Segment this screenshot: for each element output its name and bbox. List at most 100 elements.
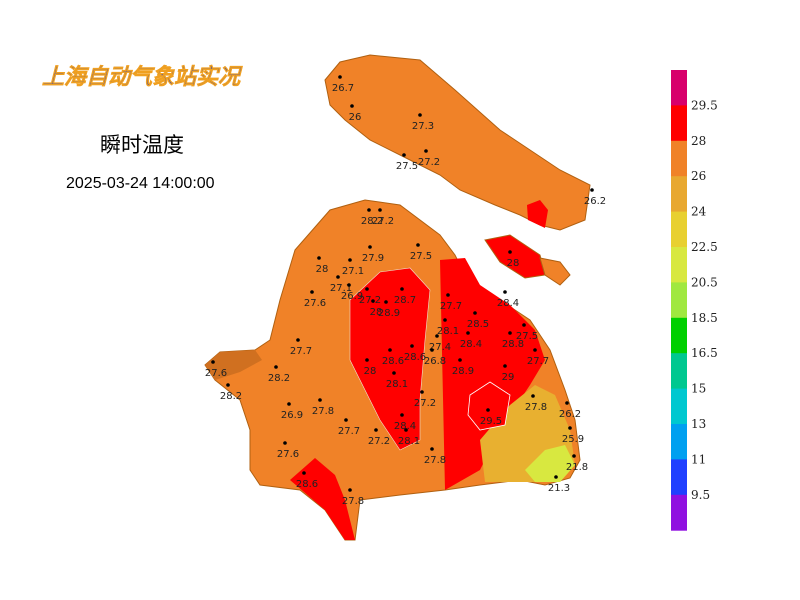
timestamp: 2025-03-24 14:00:00: [66, 175, 215, 192]
station-dot: [418, 113, 422, 117]
station-dot: [424, 149, 428, 153]
station-dot: [374, 428, 378, 432]
station-dot: [565, 401, 569, 405]
station-value: 28: [370, 307, 383, 318]
station-value: 28.4: [460, 339, 482, 350]
station-dot: [420, 390, 424, 394]
station-value: 29: [502, 372, 515, 383]
legend-swatch: [671, 176, 687, 213]
station-value: 28.2: [220, 391, 242, 402]
subtitle: 瞬时温度: [100, 133, 184, 157]
station-value: 28.2: [268, 373, 290, 384]
station-value: 28.6: [382, 356, 404, 367]
legend-label: 15: [691, 382, 706, 396]
station-value: 27.8: [312, 406, 334, 417]
station-dot: [430, 447, 434, 451]
station-value: 28: [507, 258, 520, 269]
station-value: 28.6: [296, 479, 318, 490]
legend-swatch: [671, 70, 687, 106]
station-value: 25.9: [562, 434, 584, 445]
station-value: 27.9: [362, 253, 384, 264]
station-value: 28.7: [394, 295, 416, 306]
station-value: 27.5: [410, 251, 432, 262]
station-dot: [402, 153, 406, 157]
station-value: 28.4: [394, 421, 416, 432]
station-dot: [554, 475, 558, 479]
station-dot: [572, 454, 576, 458]
station-dot: [416, 243, 420, 247]
legend-label: 29.5: [691, 98, 718, 112]
station-value: 27.6: [277, 449, 299, 460]
station-dot: [287, 402, 291, 406]
station-value: 28.2: [361, 216, 383, 227]
hot-zone: [440, 258, 545, 490]
station-dot: [365, 287, 369, 291]
station-dot: [590, 188, 594, 192]
station-dot: [473, 311, 477, 315]
station-dot: [435, 334, 439, 338]
legend-label: 13: [691, 417, 706, 431]
hot-zone: [527, 200, 548, 228]
station-value: 27.2: [359, 295, 381, 306]
station-dot: [371, 299, 375, 303]
station-value: 27.6: [205, 368, 227, 379]
station-value: 27.2: [368, 436, 390, 447]
station-dot: [347, 283, 351, 287]
station-dot: [446, 293, 450, 297]
station-dot: [365, 358, 369, 362]
station-dot: [458, 358, 462, 362]
station-value: 28.1: [398, 436, 420, 447]
mild-zone: [525, 445, 575, 482]
legend-label: 20.5: [691, 275, 718, 289]
station-dot: [350, 104, 354, 108]
station-value: 29.5: [480, 416, 502, 427]
legend-swatch: [671, 317, 687, 354]
station-value: 28: [364, 366, 377, 377]
station-value: 27.8: [342, 496, 364, 507]
station-dot: [430, 348, 434, 352]
legend-swatch: [671, 494, 687, 531]
legend-label: 16.5: [691, 346, 718, 360]
legend-label: 11: [691, 452, 706, 466]
station-dot: [533, 348, 537, 352]
station-value: 21.3: [548, 483, 570, 494]
station-dot: [348, 258, 352, 262]
station-value: 27.3: [412, 121, 434, 132]
station-dot: [344, 418, 348, 422]
station-dot: [522, 323, 526, 327]
station-dot: [400, 287, 404, 291]
station-value: 27.6: [304, 298, 326, 309]
station-dot: [531, 394, 535, 398]
station-dot: [302, 471, 306, 475]
legend-swatch: [671, 140, 687, 177]
station-value: 26.9: [341, 291, 363, 302]
station-value: 26.9: [281, 410, 303, 421]
station-dot: [384, 300, 388, 304]
station-value: 27.2: [418, 157, 440, 168]
station-value: 28.8: [502, 339, 524, 350]
legend-label: 28: [691, 134, 706, 148]
island-small: [484, 234, 546, 279]
station-dot: [318, 398, 322, 402]
station-value: 27.1: [342, 266, 364, 277]
station-value: 21.8: [566, 462, 588, 473]
station-value: 26.7: [332, 83, 354, 94]
legend-swatch: [671, 211, 687, 248]
station-value: 28: [316, 264, 329, 275]
station-dot: [378, 208, 382, 212]
west-zone: [205, 350, 262, 380]
station-dot: [486, 408, 490, 412]
station-dot: [296, 338, 300, 342]
island-small: [539, 257, 571, 286]
station-value: 27.2: [372, 216, 394, 227]
station-value: 27.8: [424, 455, 446, 466]
station-value: 28.9: [378, 308, 400, 319]
legend-swatch: [671, 388, 687, 425]
legend-label: 24: [691, 205, 707, 219]
legend-label: 26: [691, 169, 706, 183]
station-dot: [367, 208, 371, 212]
legend-swatch: [671, 459, 687, 496]
station-dot: [392, 371, 396, 375]
